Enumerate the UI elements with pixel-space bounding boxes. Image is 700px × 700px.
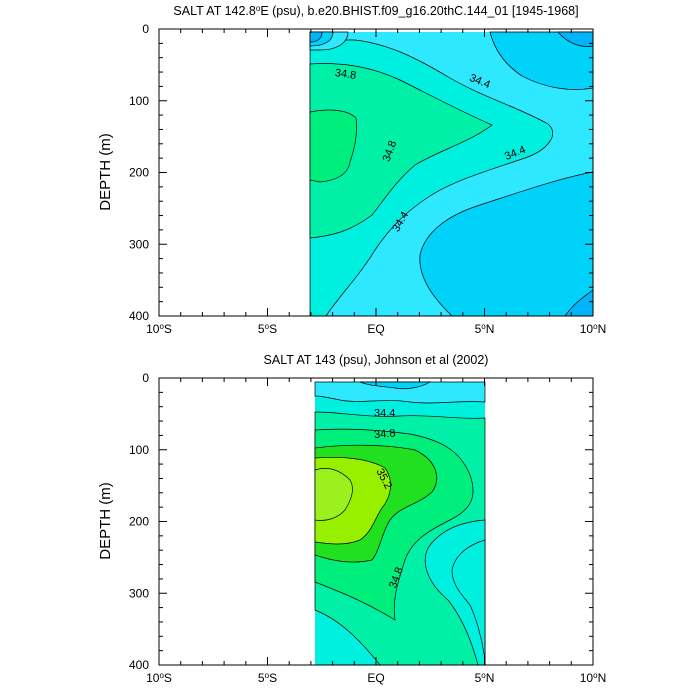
- panel-top-contour-band: [309, 109, 357, 183]
- panel-bottom-contour-band: [314, 381, 486, 404]
- panel-top-contour-band: [309, 63, 493, 239]
- panel-top-contour-band: [419, 171, 593, 316]
- y-tick-label: 300: [129, 237, 149, 251]
- y-tick-label: 200: [129, 515, 149, 529]
- panel-bottom-y-ticks: 0 100 200 300 400: [129, 371, 593, 672]
- x-tick-label: 5oN: [475, 322, 495, 337]
- panel-top-contour-band: [309, 31, 323, 43]
- panel-top-x-ticks: 10oS 5oS EQ 5oN 10oN: [146, 29, 606, 336]
- y-tick-label: 100: [129, 94, 149, 108]
- y-tick-label: 0: [142, 22, 149, 36]
- x-tick-label: 5oS: [258, 671, 277, 686]
- panel-top-y-ticks: 0 100 200 300 400: [129, 22, 593, 323]
- x-tick-label: 5oS: [258, 322, 277, 337]
- panel-top-contour-label: 34.8: [334, 67, 357, 82]
- panel-bottom-title: SALT AT 143 (psu), Johnson et al (2002): [264, 353, 489, 367]
- y-tick-label: 400: [129, 309, 149, 323]
- panel-top-contour-band: [489, 31, 593, 90]
- panel-bottom-y-axis-label: DEPTH (m): [97, 482, 114, 560]
- panel-bottom-x-ticks: 10oS 5oS EQ 5oN 10oN: [146, 378, 606, 685]
- y-tick-label: 100: [129, 443, 149, 457]
- panel-bottom-contour-label: 34.8: [374, 427, 396, 441]
- x-tick-label: 10oS: [146, 322, 172, 337]
- panel-top-title: SALT AT 142.8oE (psu), b.e20.BHIST.f09_g…: [173, 4, 578, 19]
- x-tick-label: 5oN: [475, 671, 495, 686]
- panel-top-contour-field: [309, 31, 593, 316]
- panel-bottom-contour-field: [314, 381, 486, 665]
- y-tick-label: 0: [142, 371, 149, 385]
- y-tick-label: 300: [129, 586, 149, 600]
- panel-top-contour-band: [557, 31, 593, 47]
- panel-bottom: SALT AT 143 (psu), Johnson et al (2002) …: [97, 353, 606, 685]
- y-tick-label: 200: [129, 166, 149, 180]
- panel-top-contour-band: [564, 289, 593, 316]
- panel-bottom-contour-band: [359, 381, 432, 390]
- y-tick-label: 400: [129, 658, 149, 672]
- x-tick-label: EQ: [367, 671, 384, 685]
- x-tick-label: 10oS: [146, 671, 172, 686]
- panel-bottom-contour-band: [451, 539, 486, 661]
- panel-top-y-axis-label: DEPTH (m): [97, 133, 114, 211]
- x-tick-label: EQ: [367, 322, 384, 336]
- panel-bottom-contour-band: [314, 468, 353, 521]
- x-tick-label: 10oN: [580, 322, 606, 337]
- x-tick-label: 10oN: [580, 671, 606, 686]
- panel-top: SALT AT 142.8oE (psu), b.e20.BHIST.f09_g…: [97, 4, 606, 337]
- panel-bottom-contour-label: 34.4: [374, 407, 395, 419]
